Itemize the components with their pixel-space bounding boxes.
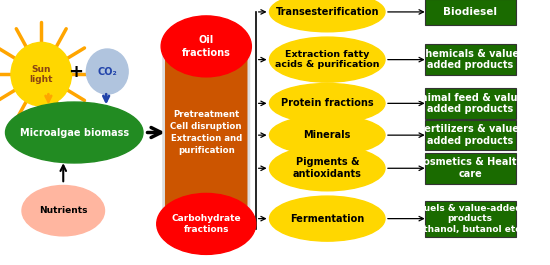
FancyBboxPatch shape <box>425 44 516 75</box>
FancyBboxPatch shape <box>425 0 516 25</box>
Text: Carbohydrate
fractions: Carbohydrate fractions <box>172 214 241 234</box>
Ellipse shape <box>270 37 385 82</box>
Ellipse shape <box>86 49 128 94</box>
Text: CO₂: CO₂ <box>97 67 117 77</box>
Ellipse shape <box>270 115 385 155</box>
Ellipse shape <box>22 186 104 236</box>
Text: Pigments &
antioxidants: Pigments & antioxidants <box>293 157 362 179</box>
Text: Oil
fractions: Oil fractions <box>182 35 230 58</box>
Ellipse shape <box>157 193 256 254</box>
Ellipse shape <box>270 83 385 123</box>
Text: Pretreatment
Cell disruption
Extraction and
purification: Pretreatment Cell disruption Extraction … <box>170 110 242 155</box>
Text: Transesterification: Transesterification <box>276 7 379 17</box>
Text: +: + <box>68 63 84 81</box>
FancyBboxPatch shape <box>425 88 516 119</box>
Ellipse shape <box>11 42 72 106</box>
Text: Fermentation: Fermentation <box>290 214 364 224</box>
Text: Microalgae biomass: Microalgae biomass <box>20 127 129 138</box>
FancyBboxPatch shape <box>425 201 516 237</box>
Text: Chemicals & value-
added products: Chemicals & value- added products <box>417 49 523 70</box>
Ellipse shape <box>270 196 385 241</box>
Ellipse shape <box>161 16 251 77</box>
Text: Fertilizers & value-
added products: Fertilizers & value- added products <box>418 124 522 146</box>
Text: Fuels & value-added
products
(ethanol, butanol etc.): Fuels & value-added products (ethanol, b… <box>412 204 528 233</box>
Ellipse shape <box>6 102 143 163</box>
FancyBboxPatch shape <box>164 50 249 215</box>
Text: Cosmetics & Health
care: Cosmetics & Health care <box>416 157 524 179</box>
Text: Extraction fatty
acids & purification: Extraction fatty acids & purification <box>275 50 380 69</box>
FancyBboxPatch shape <box>425 153 516 183</box>
Text: Nutrients: Nutrients <box>39 206 87 215</box>
Text: Animal feed & value-
added products: Animal feed & value- added products <box>412 92 528 114</box>
Text: Biodiesel: Biodiesel <box>443 7 497 17</box>
Ellipse shape <box>270 146 385 191</box>
Text: Protein fractions: Protein fractions <box>281 98 373 108</box>
FancyBboxPatch shape <box>425 120 516 151</box>
Text: Sun
light: Sun light <box>30 64 53 84</box>
Text: Minerals: Minerals <box>304 130 351 140</box>
Ellipse shape <box>270 0 385 32</box>
